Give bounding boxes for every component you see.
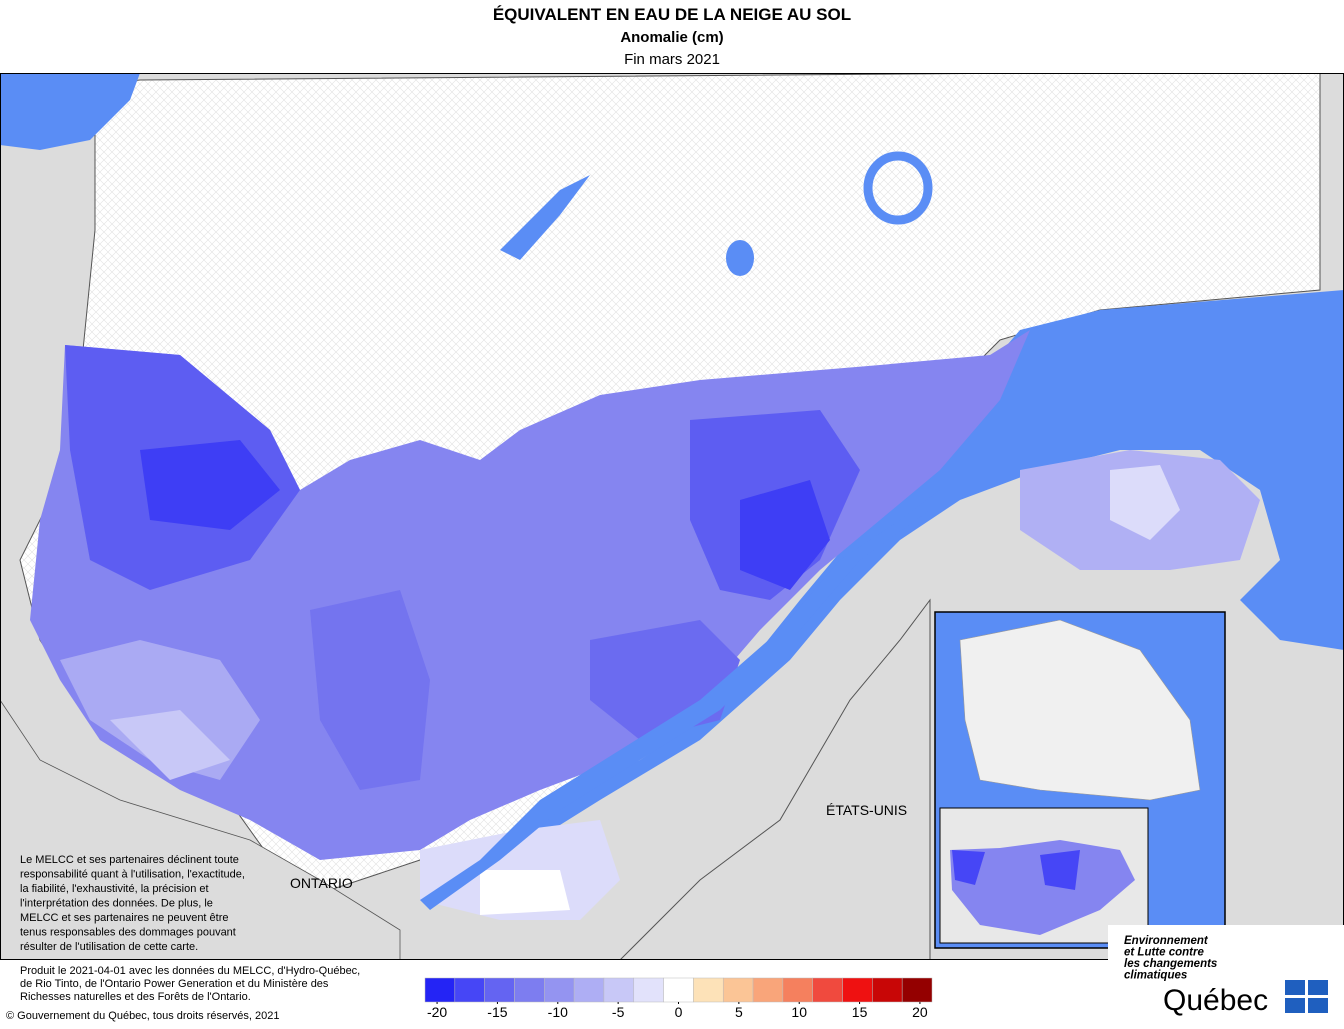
colorbar-tick-label: -5 [612, 1004, 625, 1020]
disclaimer-line: résulter de l'utilisation de cette carte… [20, 941, 198, 953]
map [0, 73, 1344, 960]
disclaimer-line: l'interprétation des données. De plus, l… [20, 898, 213, 910]
colorbar-swatch [812, 977, 843, 1003]
map-label: ÉTATS-UNIS [826, 802, 907, 818]
disclaimer-line: MELCC et ses partenaires ne peuvent être [20, 912, 229, 924]
flag-mark [1285, 980, 1328, 1013]
colorbar-swatch [514, 977, 545, 1003]
colorbar-swatch [484, 977, 515, 1003]
date: Fin mars 2021 [624, 51, 720, 68]
disclaimer-line: la fiabilité, l'exhaustivité, la précisi… [20, 883, 209, 895]
colorbar-swatch [544, 977, 575, 1003]
credit-line: Richesses naturelles et des Forêts de l'… [20, 991, 251, 1003]
quebec-wordmark: Québec [1163, 984, 1268, 1017]
colorbar-swatch [603, 977, 635, 1003]
disclaimer: Le MELCC et ses partenaires déclinent to… [20, 854, 245, 953]
colorbar-swatch [782, 977, 813, 1003]
colorbar-swatch [424, 977, 456, 1003]
map-label: ONTARIO [290, 875, 353, 891]
colorbar: -20 -15 -10 -5 0 5 10 15 20 [424, 977, 933, 1020]
ministry-line: Environnement [1124, 935, 1209, 947]
colorbar-tick-label: 15 [852, 1004, 868, 1020]
colorbar-tick-label: 20 [912, 1004, 928, 1020]
credits: Produit le 2021-04-01 avec les données d… [20, 965, 360, 1003]
colorbar-swatch [722, 977, 754, 1003]
credit-line: de Rio Tinto, de l'Ontario Power Generat… [20, 978, 329, 990]
colorbar-tick-label: 0 [675, 1004, 683, 1020]
colorbar-swatch [693, 977, 724, 1003]
disclaimer-line: Le MELCC et ses partenaires déclinent to… [20, 854, 239, 866]
colorbar-tick-label: -10 [548, 1004, 568, 1020]
colorbar-swatch [872, 977, 903, 1003]
copyright: © Gouvernement du Québec, tous droits ré… [6, 1010, 279, 1022]
credit-line: Produit le 2021-04-01 avec les données d… [20, 965, 360, 977]
title: ÉQUIVALENT EN EAU DE LA NEIGE AU SOL [493, 5, 851, 24]
ministry-line: et Lutte contre [1124, 947, 1204, 959]
colorbar-tick-label: -20 [427, 1004, 447, 1020]
colorbar-swatch [663, 977, 694, 1003]
disclaimer-line: responsabilité quant à l'utilisation, l'… [20, 869, 245, 881]
colorbar-tick-label: 10 [791, 1004, 807, 1020]
disclaimer-line: tenus responsables des dommages pouvant [20, 927, 236, 939]
colorbar-swatch [842, 977, 873, 1003]
ministry-line: les changements [1124, 958, 1217, 970]
colorbar-swatch [752, 977, 784, 1003]
colorbar-tick-label: -15 [487, 1004, 507, 1020]
colorbar-swatch [573, 977, 605, 1003]
colorbar-swatch [454, 977, 485, 1003]
ministry-line: climatiques [1124, 970, 1187, 982]
inset-map [934, 611, 1226, 949]
subtitle: Anomalie (cm) [620, 29, 723, 46]
colorbar-swatch [901, 977, 933, 1003]
colorbar-tick-label: 5 [735, 1004, 743, 1020]
colorbar-swatch [633, 977, 664, 1003]
